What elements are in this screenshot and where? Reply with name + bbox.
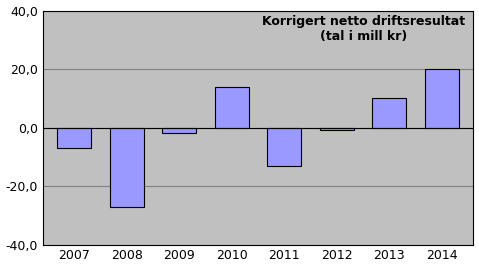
Bar [372, 98, 407, 128]
Bar [57, 128, 91, 148]
Bar [162, 128, 196, 133]
Bar [267, 128, 301, 166]
Bar [320, 128, 354, 131]
Bar [425, 69, 459, 128]
Text: Korrigert netto driftsresultat
(tal i mill kr): Korrigert netto driftsresultat (tal i mi… [262, 15, 465, 43]
Bar [215, 87, 249, 128]
Bar [110, 128, 144, 207]
